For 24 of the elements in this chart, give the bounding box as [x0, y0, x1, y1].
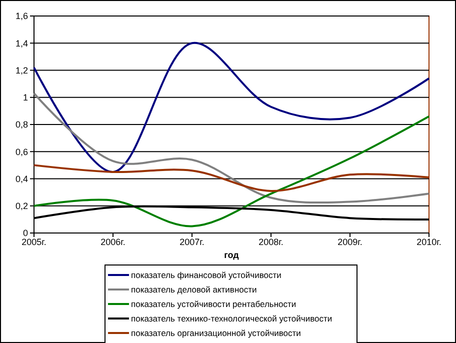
legend-label: показатель устойчивости рентабельности [131, 298, 296, 309]
line-series [33, 42, 430, 173]
y-tick-label: 0,6 [15, 146, 28, 157]
line-series [33, 92, 430, 204]
y-tick-label: 1,2 [15, 65, 28, 76]
legend-label: показатель финансовой устойчивости [131, 270, 282, 280]
line-series [33, 115, 430, 228]
x-tick-label: 2009г. [338, 237, 362, 247]
y-tick-label: 0,4 [15, 174, 28, 184]
x-axis-title: год [224, 250, 240, 260]
x-tick-label: 2007г. [180, 237, 204, 247]
y-tick-label: 0 [22, 228, 28, 238]
y-tick-label: 0,2 [15, 201, 28, 212]
y-tick-label: 1,4 [15, 38, 28, 48]
y-tick-label: 0,8 [15, 120, 28, 130]
legend-label: показатель организационной устойчивости [131, 328, 302, 338]
y-tick-label: 1 [22, 92, 28, 103]
y-tick-label: 1,6 [15, 11, 28, 22]
x-tick-label: 2010г. [416, 237, 442, 247]
legend-label: показатель деловой активности [131, 284, 258, 294]
x-tick-label: 2006г. [100, 237, 126, 247]
x-tick-label: 2005г. [22, 237, 46, 247]
x-tick-label: 2008г. [258, 237, 284, 247]
legend-label: показатель технико-технологической устойчивости [131, 313, 332, 324]
